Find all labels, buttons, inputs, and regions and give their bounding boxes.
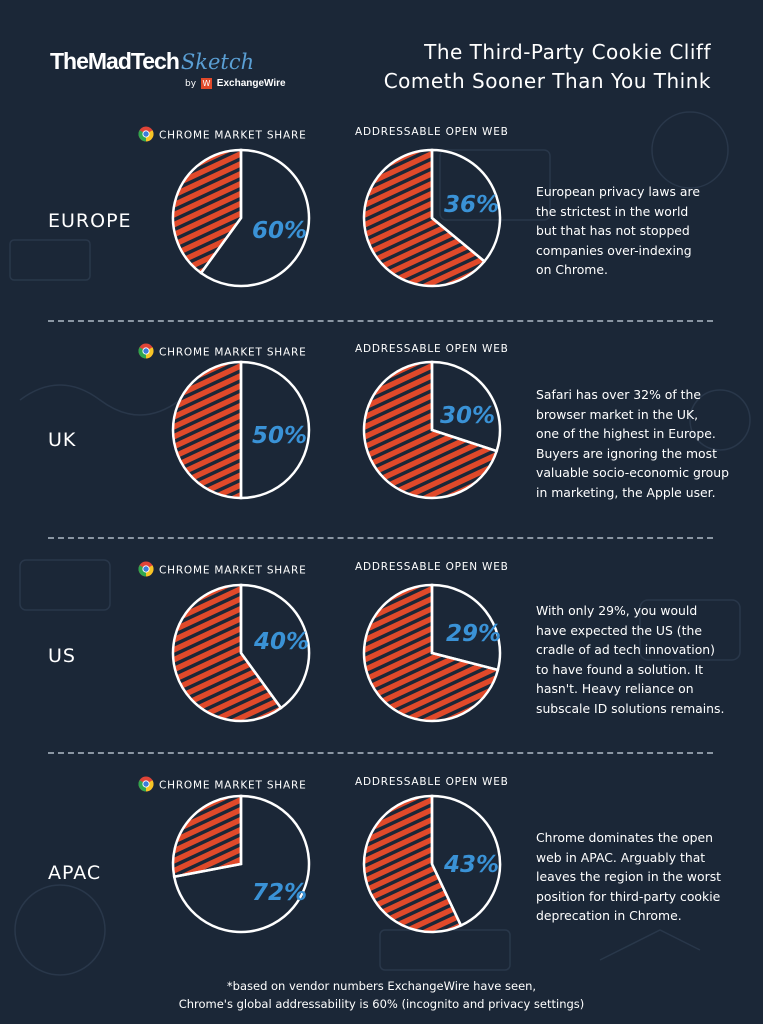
chrome-header-label: CHROME MARKET SHARE xyxy=(159,346,307,359)
note-line: leaves the region in the worst xyxy=(536,869,722,884)
note-line: European privacy laws are xyxy=(536,184,700,199)
section-divider xyxy=(48,320,713,322)
chrome-share-percent-label: 60% xyxy=(252,218,308,244)
chrome-icon xyxy=(138,776,154,795)
chrome-icon xyxy=(138,561,154,580)
open-web-header: ADDRESSABLE OPEN WEB xyxy=(355,126,509,138)
chrome-share-pie-chart xyxy=(171,148,311,288)
logo-byline: by W ExchangeWire xyxy=(185,78,286,89)
region-label: EUROPE xyxy=(48,210,132,232)
note-line: have expected the US (the xyxy=(536,622,702,638)
open-web-percent-label: 29% xyxy=(446,621,502,647)
note-line: but that has not stopped xyxy=(536,223,690,238)
chrome-header-label: CHROME MARKET SHARE xyxy=(159,129,307,142)
note-line: cradle of ad tech innovation) xyxy=(536,642,715,657)
pie-remainder-slice xyxy=(171,360,243,500)
chrome-header-label: CHROME MARKET SHARE xyxy=(159,779,307,792)
note-line: browser market in the UK, xyxy=(536,406,699,422)
region-note: With only 29%, you would have expected th… xyxy=(536,601,746,718)
chrome-share-pie-chart xyxy=(171,583,311,723)
region-note: Safari has over 32% of the browser market… xyxy=(536,385,746,502)
pie-share-slice xyxy=(430,360,502,453)
open-web-pie-chart xyxy=(362,360,502,500)
footnote: *based on vendor numbers ExchangeWire ha… xyxy=(0,977,763,1013)
pie-share-slice xyxy=(430,148,502,264)
pie-remainder-slice xyxy=(362,360,499,500)
chrome-header: CHROME MARKET SHARE xyxy=(138,126,307,145)
open-web-percent-label: 43% xyxy=(444,852,500,878)
note-line: subscale ID solutions remains. xyxy=(536,700,725,716)
logo-main-text: TheMadTech xyxy=(50,48,180,74)
note-line: web in APAC. Arguably that xyxy=(536,849,706,865)
region-label: APAC xyxy=(48,862,102,884)
pie-share-slice xyxy=(430,794,502,928)
chrome-icon xyxy=(138,126,154,145)
note-line: the strictest in the world xyxy=(536,203,689,219)
pie-remainder-slice xyxy=(362,794,463,934)
pie-share-slice xyxy=(239,360,311,500)
pie-share-slice xyxy=(199,148,311,288)
note-line: valuable socio-economic group xyxy=(536,465,729,480)
chrome-header: CHROME MARKET SHARE xyxy=(138,776,307,795)
chrome-share-percent-label: 40% xyxy=(254,629,310,655)
region-section-apac: CHROME MARKET SHARE ADDRESSABLE OPEN WEB… xyxy=(0,776,763,986)
chrome-share-pie-chart xyxy=(171,794,311,934)
region-label: UK xyxy=(48,429,77,451)
pie-share-slice xyxy=(239,583,311,710)
logo-script-text: Sketch xyxy=(180,50,255,74)
section-divider xyxy=(48,752,713,754)
note-line: Buyers are ignoring the most xyxy=(536,445,717,461)
region-label: US xyxy=(48,645,76,667)
note-line: companies over-indexing xyxy=(536,242,692,258)
open-web-percent-label: 30% xyxy=(440,403,496,429)
logo-brand: ExchangeWire xyxy=(216,78,286,89)
open-web-header: ADDRESSABLE OPEN WEB xyxy=(355,343,509,355)
note-line: With only 29%, you would xyxy=(536,603,698,618)
section-divider xyxy=(48,537,713,539)
note-line: one of the highest in Europe. xyxy=(536,426,716,441)
open-web-pie-chart xyxy=(362,148,502,288)
open-web-pie-chart xyxy=(362,794,502,934)
chrome-share-percent-label: 72% xyxy=(252,880,308,906)
note-line: in marketing, the Apple user. xyxy=(536,484,716,500)
note-line: Chrome dominates the open xyxy=(536,830,714,845)
logo-by: by xyxy=(185,79,197,89)
pie-remainder-slice xyxy=(362,148,487,288)
region-section-us: CHROME MARKET SHARE ADDRESSABLE OPEN WEB… xyxy=(0,561,763,771)
title-line-2: Cometh Sooner Than You Think xyxy=(383,69,711,93)
note-line: on Chrome. xyxy=(536,262,608,277)
open-web-pie-chart xyxy=(362,583,502,723)
region-note: Chrome dominates the open web in APAC. Ar… xyxy=(536,828,746,926)
chrome-icon xyxy=(138,343,154,362)
note-line: Safari has over 32% of the xyxy=(536,387,701,402)
title-line-1: The Third-Party Cookie Cliff xyxy=(424,40,711,64)
chrome-header-label: CHROME MARKET SHARE xyxy=(159,564,307,577)
open-web-percent-label: 36% xyxy=(444,192,500,218)
chrome-header: CHROME MARKET SHARE xyxy=(138,343,307,362)
footnote-line-1: *based on vendor numbers ExchangeWire ha… xyxy=(226,979,537,993)
pie-remainder-slice xyxy=(171,148,243,275)
region-section-europe: CHROME MARKET SHARE ADDRESSABLE OPEN WEB… xyxy=(0,126,763,336)
page-title: The Third-Party Cookie Cliff Cometh Soon… xyxy=(351,38,711,96)
note-line: hasn't. Heavy reliance on xyxy=(536,681,694,696)
pie-remainder-slice xyxy=(171,583,283,723)
chrome-share-percent-label: 50% xyxy=(252,423,308,449)
region-section-uk: CHROME MARKET SHARE ADDRESSABLE OPEN WEB… xyxy=(0,343,763,553)
pie-share-slice xyxy=(172,794,311,934)
note-line: position for third-party cookie xyxy=(536,888,721,904)
footnote-line-2: Chrome's global addressability is 60% (i… xyxy=(178,997,585,1011)
note-line: to have found a solution. It xyxy=(536,661,704,677)
chrome-share-pie-chart xyxy=(171,360,311,500)
chrome-header: CHROME MARKET SHARE xyxy=(138,561,307,580)
pie-share-slice xyxy=(430,583,502,672)
pie-remainder-slice xyxy=(171,794,243,879)
open-web-header: ADDRESSABLE OPEN WEB xyxy=(355,776,509,788)
note-line: deprecation in Chrome. xyxy=(536,908,682,923)
region-note: European privacy laws are the strictest i… xyxy=(536,182,746,280)
madtech-sketch-logo: TheMadTechSketch by W ExchangeWire xyxy=(50,48,310,98)
open-web-header: ADDRESSABLE OPEN WEB xyxy=(355,561,509,573)
exchangewire-badge-icon: W xyxy=(200,78,212,89)
